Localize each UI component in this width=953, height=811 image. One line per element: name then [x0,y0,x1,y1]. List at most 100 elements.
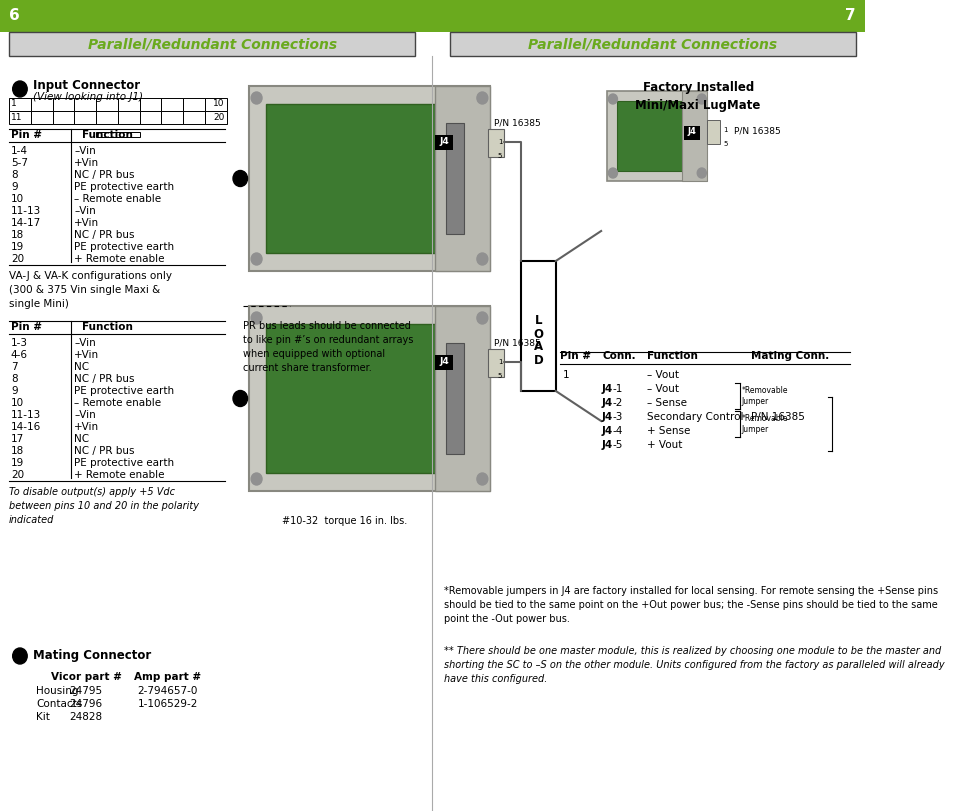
Circle shape [697,168,705,178]
Bar [487,349,503,376]
Text: P/N 16385: P/N 16385 [494,118,540,127]
Text: +Vin: +Vin [74,350,99,360]
Text: 1: 1 [722,127,727,134]
Text: P/N 16385: P/N 16385 [750,412,803,422]
Text: 5: 5 [497,374,501,380]
Text: – Remote enable: – Remote enable [74,398,161,408]
Text: Pin #: Pin # [10,130,42,140]
Bar [265,324,435,473]
Bar [30,111,52,124]
Text: Function: Function [82,322,132,332]
Bar [249,86,489,271]
Text: Housing: Housing [36,686,79,696]
Text: Secondary Control: Secondary Control [647,412,743,422]
Circle shape [233,391,247,406]
Bar [446,123,464,234]
Text: 11-13: 11-13 [10,410,41,420]
Bar [161,111,183,124]
Bar [161,98,183,111]
Bar [96,132,139,137]
Text: – Remote enable: – Remote enable [74,194,161,204]
Bar [249,306,489,491]
Text: 6: 6 [10,8,20,24]
Text: +Vin: +Vin [74,218,99,228]
Bar [30,98,52,111]
Bar [10,98,30,111]
Text: 5: 5 [497,153,501,160]
Text: -4: -4 [612,426,621,436]
Circle shape [697,94,705,104]
Bar [205,98,227,111]
Text: Conn.: Conn. [601,351,635,361]
Text: +Vin: +Vin [74,422,99,432]
Text: J4: J4 [439,357,449,366]
Bar [205,111,227,124]
Bar [52,98,74,111]
Bar [74,111,96,124]
Bar [435,135,453,149]
Text: – Sense: – Sense [647,398,687,408]
Text: –Vin: –Vin [74,146,96,156]
Text: 20: 20 [10,470,24,480]
Text: J4: J4 [601,398,613,408]
Text: 1: 1 [562,370,569,380]
Text: 24795: 24795 [70,686,103,696]
Bar [487,128,503,157]
Text: 5: 5 [722,141,727,148]
Bar [10,32,415,56]
Text: 14-16: 14-16 [10,422,41,432]
Text: 8: 8 [10,170,17,180]
Text: 1-3: 1-3 [10,338,28,348]
Bar [706,119,720,144]
Text: NC / PR bus: NC / PR bus [74,446,134,456]
Text: 2-794657-0: 2-794657-0 [137,686,197,696]
Text: Mating Connector: Mating Connector [32,649,151,662]
Circle shape [476,473,487,485]
Text: 1: 1 [10,100,16,109]
Text: 18: 18 [10,446,24,456]
Text: Parallel/Redundant Connections: Parallel/Redundant Connections [528,37,777,51]
Bar [118,98,139,111]
Text: 9: 9 [10,386,17,396]
Text: 10: 10 [213,100,225,109]
Circle shape [251,473,262,485]
Text: To disable output(s) apply +5 Vdc
between pins 10 and 20 in the polarity
indicat: To disable output(s) apply +5 Vdc betwee… [10,487,199,525]
Text: 20: 20 [10,254,24,264]
Polygon shape [432,0,864,32]
Text: – Vout: – Vout [647,370,679,380]
Text: PR bus leads should be connected
to like pin #’s on redundant arrays
when equipp: PR bus leads should be connected to like… [243,321,413,373]
Text: 1: 1 [497,358,501,364]
Bar [446,343,464,454]
Text: Function: Function [82,130,132,140]
Text: 7: 7 [844,8,855,24]
Text: 17: 17 [10,434,24,444]
Text: Parallel/Redundant Connections: Parallel/Redundant Connections [88,37,336,51]
Text: –Vin: –Vin [74,410,96,420]
Text: Function: Function [647,351,698,361]
Text: (View looking into J1): (View looking into J1) [32,92,143,102]
Bar [449,32,855,56]
Text: 1: 1 [497,139,501,144]
Text: 24796: 24796 [70,699,103,709]
Text: VA-J & VA-K configurations only
(300 & 375 Vin single Maxi &
single Mini): VA-J & VA-K configurations only (300 & 3… [10,271,172,309]
Text: 19: 19 [10,458,24,468]
Circle shape [476,92,487,104]
Bar [139,98,161,111]
Text: 7: 7 [10,362,17,372]
Bar [683,126,700,139]
Text: 20: 20 [213,113,225,122]
Text: -2: -2 [612,398,621,408]
Text: PE protective earth: PE protective earth [74,242,174,252]
Bar [183,98,205,111]
Text: *Removable
Jumper: *Removable Jumper [740,386,787,406]
Bar [52,111,74,124]
Text: 19: 19 [10,242,24,252]
Bar [435,86,489,271]
Text: ** There should be one master module, this is realized by choosing one module to: ** There should be one master module, th… [444,646,943,684]
Text: 14-17: 14-17 [10,218,41,228]
Circle shape [251,253,262,265]
Circle shape [608,94,617,104]
Text: J4: J4 [439,137,449,146]
Bar [435,354,453,370]
Text: + Vout: + Vout [647,440,682,450]
